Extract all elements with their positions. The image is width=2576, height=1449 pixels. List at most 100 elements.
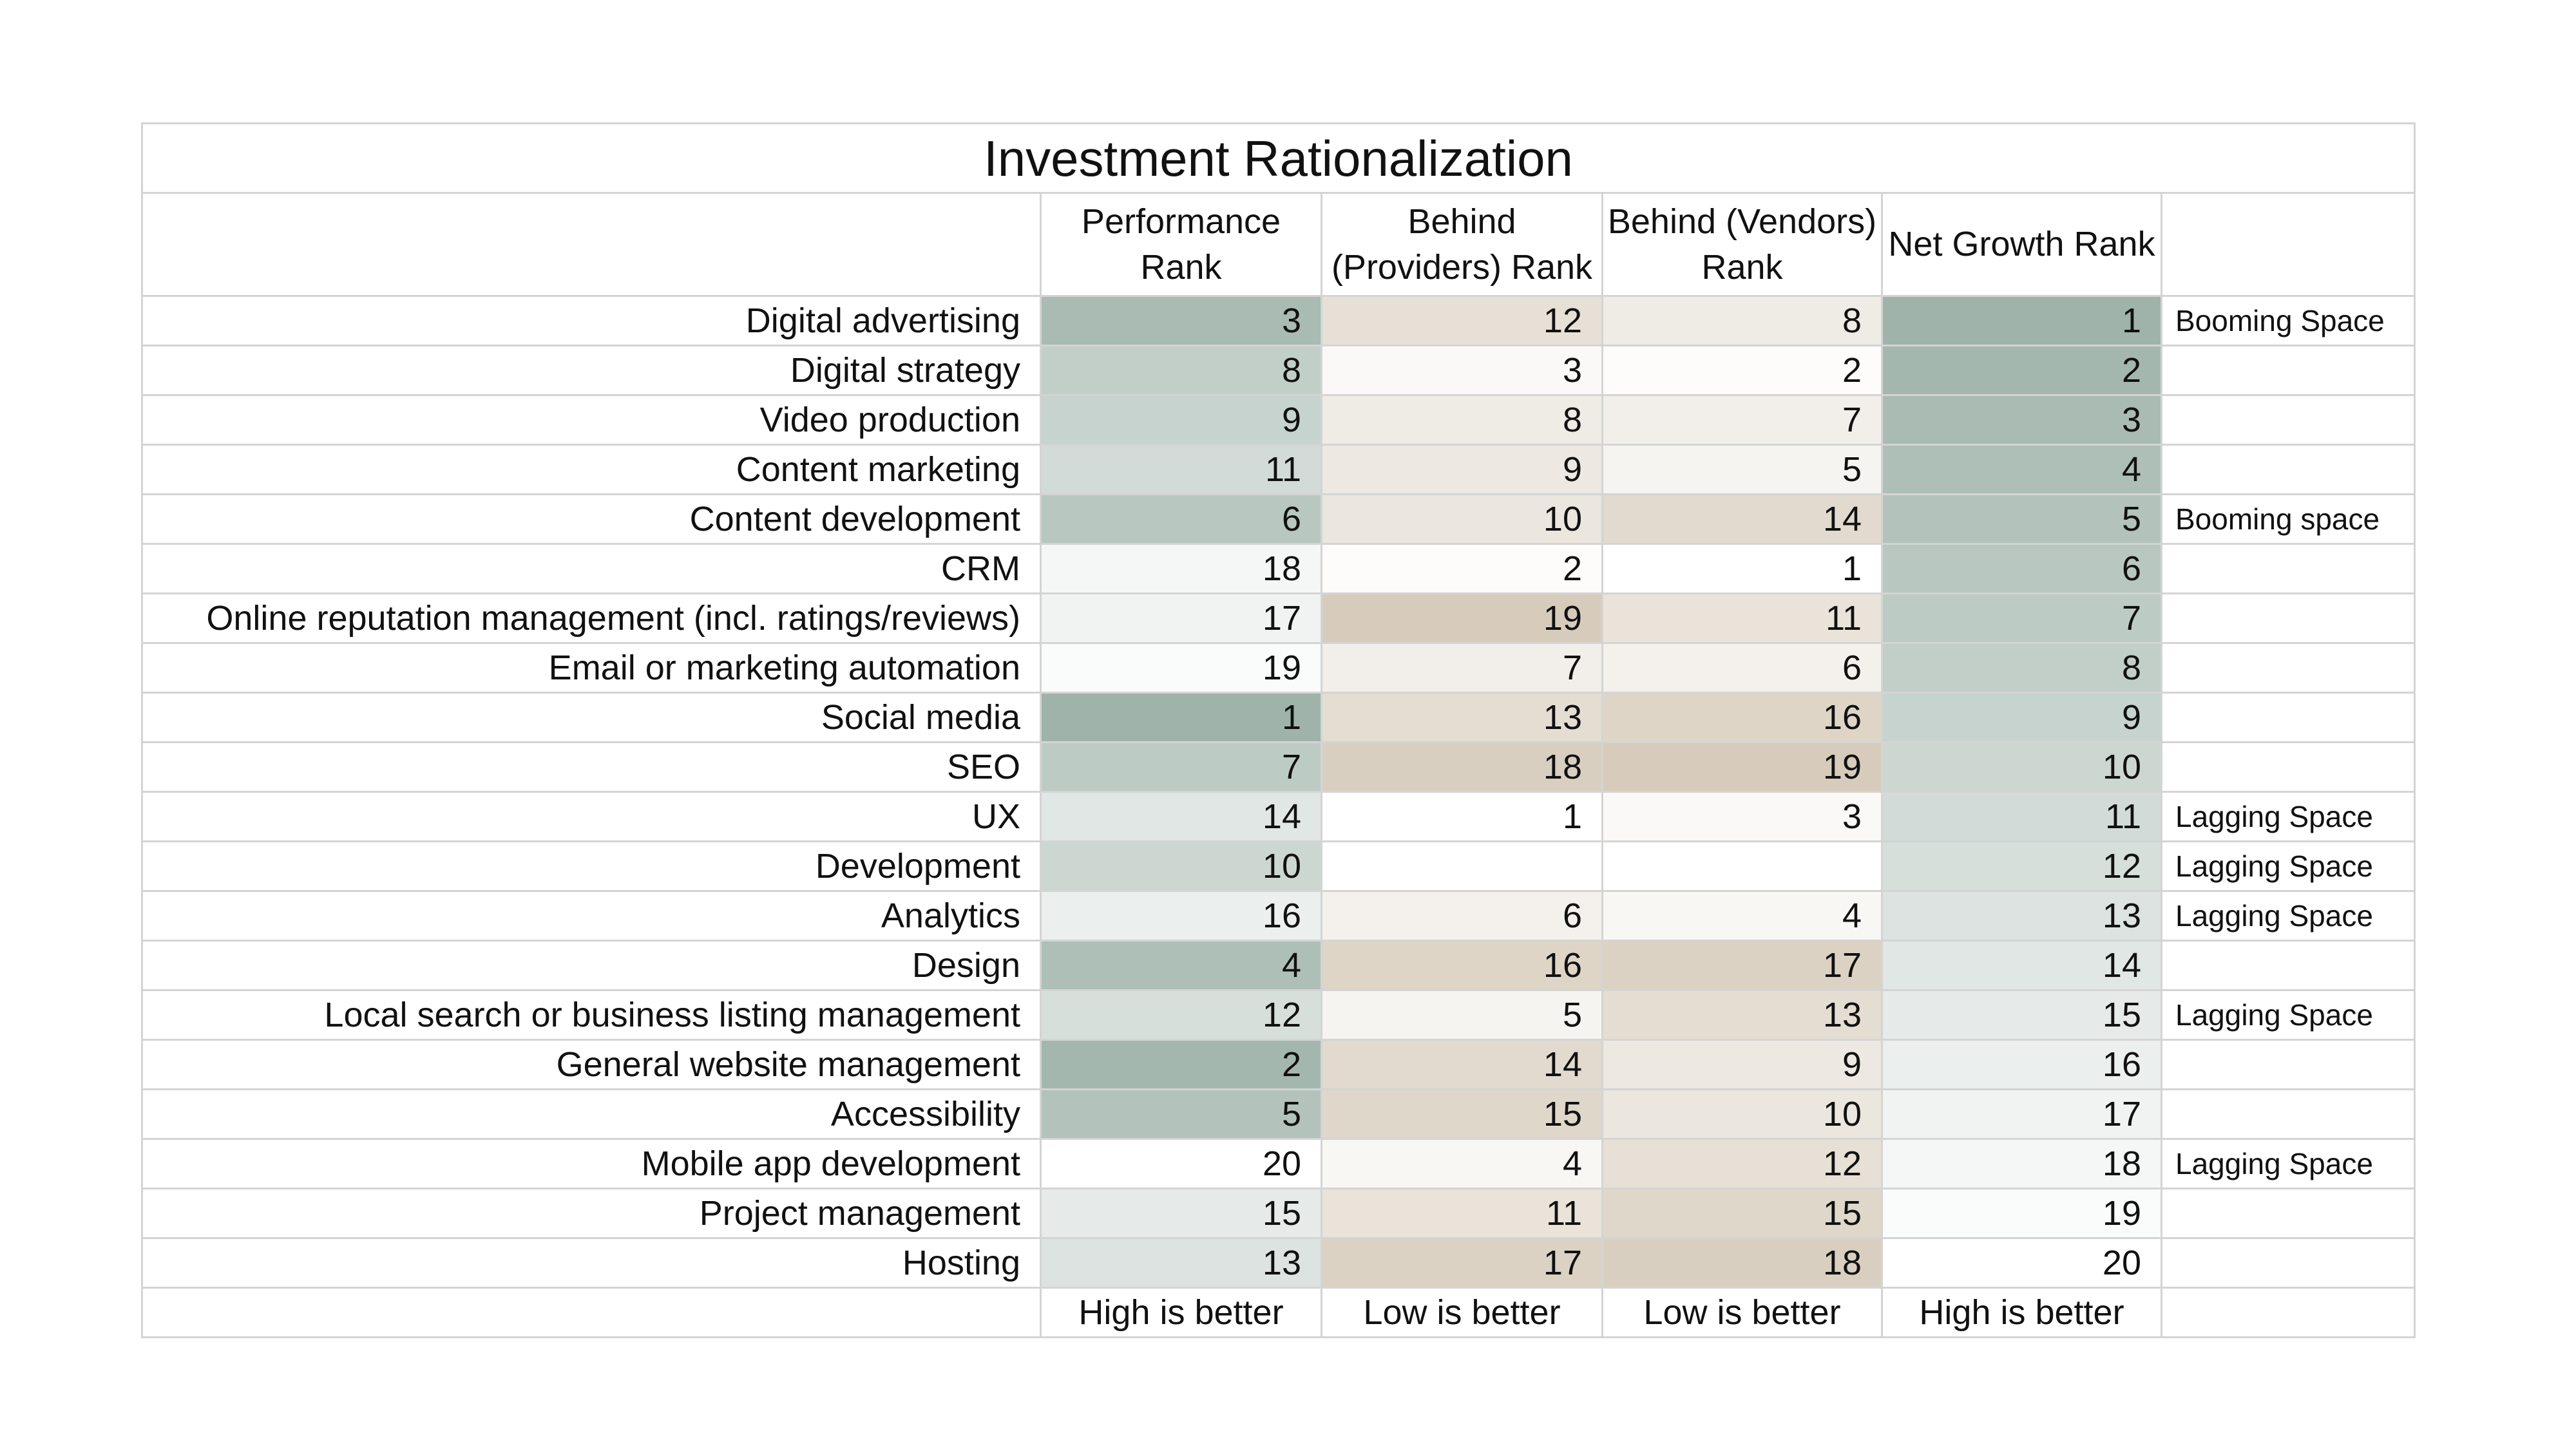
table-row: Development 10 12 Lagging Space [141,840,2416,892]
row-label: Online reputation management (incl. rati… [141,592,1042,644]
table-row: Content marketing 11 9 5 4 [141,444,2416,495]
cell-vendors: 2 [1601,345,1883,396]
cell-net-growth: 9 [1881,692,2162,743]
row-label: General website management [141,1039,1042,1090]
cell-vendors: 10 [1601,1088,1883,1140]
status-note [2160,345,2416,396]
cell-net-growth: 1 [1881,295,2162,346]
cell-providers: 5 [1321,989,1603,1041]
cell-providers: 8 [1321,394,1603,446]
cell-net-growth: 12 [1881,840,2162,892]
row-label: Digital advertising [141,295,1042,346]
status-note [2160,741,2416,793]
status-note [2160,1088,2416,1140]
cell-vendors: 13 [1601,989,1883,1041]
footer-performance: High is better [1040,1287,1322,1338]
row-label: Content development [141,493,1042,545]
title-row: Investment Rationalization [140,122,2416,194]
cell-performance: 9 [1040,394,1322,446]
cell-performance: 6 [1040,493,1322,545]
row-label: Development [141,840,1042,892]
cell-performance: 14 [1040,791,1322,842]
footer-note-blank [2160,1287,2416,1338]
row-label: Email or marketing automation [141,642,1042,694]
cell-vendors [1601,840,1883,892]
row-label: Design [141,940,1042,991]
cell-vendors: 11 [1601,592,1883,644]
investment-table: Investment Rationalization Performance R… [140,122,2416,1338]
cell-performance: 20 [1040,1138,1322,1189]
status-note [2160,940,2416,991]
cell-performance: 15 [1040,1188,1322,1239]
cell-vendors: 18 [1601,1237,1883,1289]
cell-vendors: 3 [1601,791,1883,842]
table-row: Online reputation management (incl. rati… [141,592,2416,644]
table-row: CRM 18 2 1 6 [141,543,2416,594]
cell-vendors: 14 [1601,493,1883,545]
row-label: UX [141,791,1042,842]
cell-net-growth: 19 [1881,1188,2162,1239]
cell-providers: 14 [1321,1039,1603,1090]
table-row: Accessibility 5 15 10 17 [141,1088,2416,1140]
status-note [2160,394,2416,446]
cell-providers: 11 [1321,1188,1603,1239]
footer-blank [141,1287,1042,1338]
status-note: Lagging Space [2160,989,2416,1041]
cell-performance: 4 [1040,940,1322,991]
row-label: Video production [141,394,1042,446]
cell-performance: 13 [1040,1237,1322,1289]
cell-performance: 18 [1040,543,1322,594]
cell-providers: 6 [1321,890,1603,942]
table-row: Social media 1 13 16 9 [141,692,2416,743]
status-note: Lagging Space [2160,791,2416,842]
table-body: Investment Rationalization Performance R… [140,122,2416,1338]
cell-providers: 7 [1321,642,1603,694]
header-net-growth: Net Growth Rank [1881,192,2162,297]
cell-net-growth: 7 [1881,592,2162,644]
row-label: Project management [141,1188,1042,1239]
row-label: Analytics [141,890,1042,942]
cell-providers: 4 [1321,1138,1603,1189]
footer-net-growth: High is better [1881,1287,2162,1338]
cell-net-growth: 17 [1881,1088,2162,1140]
header-performance: Performance Rank [1040,192,1322,297]
cell-vendors: 19 [1601,741,1883,793]
cell-performance: 7 [1040,741,1322,793]
row-label: CRM [141,543,1042,594]
cell-vendors: 5 [1601,444,1883,495]
cell-performance: 16 [1040,890,1322,942]
cell-vendors: 16 [1601,692,1883,743]
table-row: General website management 2 14 9 16 [141,1039,2416,1090]
cell-providers: 12 [1321,295,1603,346]
table-row: Hosting 13 17 18 20 [141,1237,2416,1289]
header-providers: Behind (Providers) Rank [1321,192,1603,297]
footer-providers: Low is better [1321,1287,1603,1338]
row-label: Hosting [141,1237,1042,1289]
table-row: Video production 9 8 7 3 [141,394,2416,446]
cell-net-growth: 4 [1881,444,2162,495]
cell-net-growth: 2 [1881,345,2162,396]
row-label: Accessibility [141,1088,1042,1140]
table-row: SEO 7 18 19 10 [141,741,2416,793]
table-row: Digital strategy 8 3 2 2 [141,345,2416,396]
row-label: Digital strategy [141,345,1042,396]
cell-net-growth: 6 [1881,543,2162,594]
cell-providers: 15 [1321,1088,1603,1140]
cell-net-growth: 8 [1881,642,2162,694]
cell-net-growth: 16 [1881,1039,2162,1090]
row-label: Content marketing [141,444,1042,495]
cell-vendors: 6 [1601,642,1883,694]
cell-net-growth: 13 [1881,890,2162,942]
cell-net-growth: 18 [1881,1138,2162,1189]
table-row: Content development 6 10 14 5 Booming space [141,493,2416,545]
cell-vendors: 17 [1601,940,1883,991]
cell-vendors: 15 [1601,1188,1883,1239]
cell-providers: 13 [1321,692,1603,743]
cell-performance: 8 [1040,345,1322,396]
cell-vendors: 7 [1601,394,1883,446]
cell-performance: 5 [1040,1088,1322,1140]
cell-vendors: 8 [1601,295,1883,346]
header-note-blank [2160,192,2416,297]
table-title: Investment Rationalization [140,122,2416,194]
status-note: Lagging Space [2160,840,2416,892]
